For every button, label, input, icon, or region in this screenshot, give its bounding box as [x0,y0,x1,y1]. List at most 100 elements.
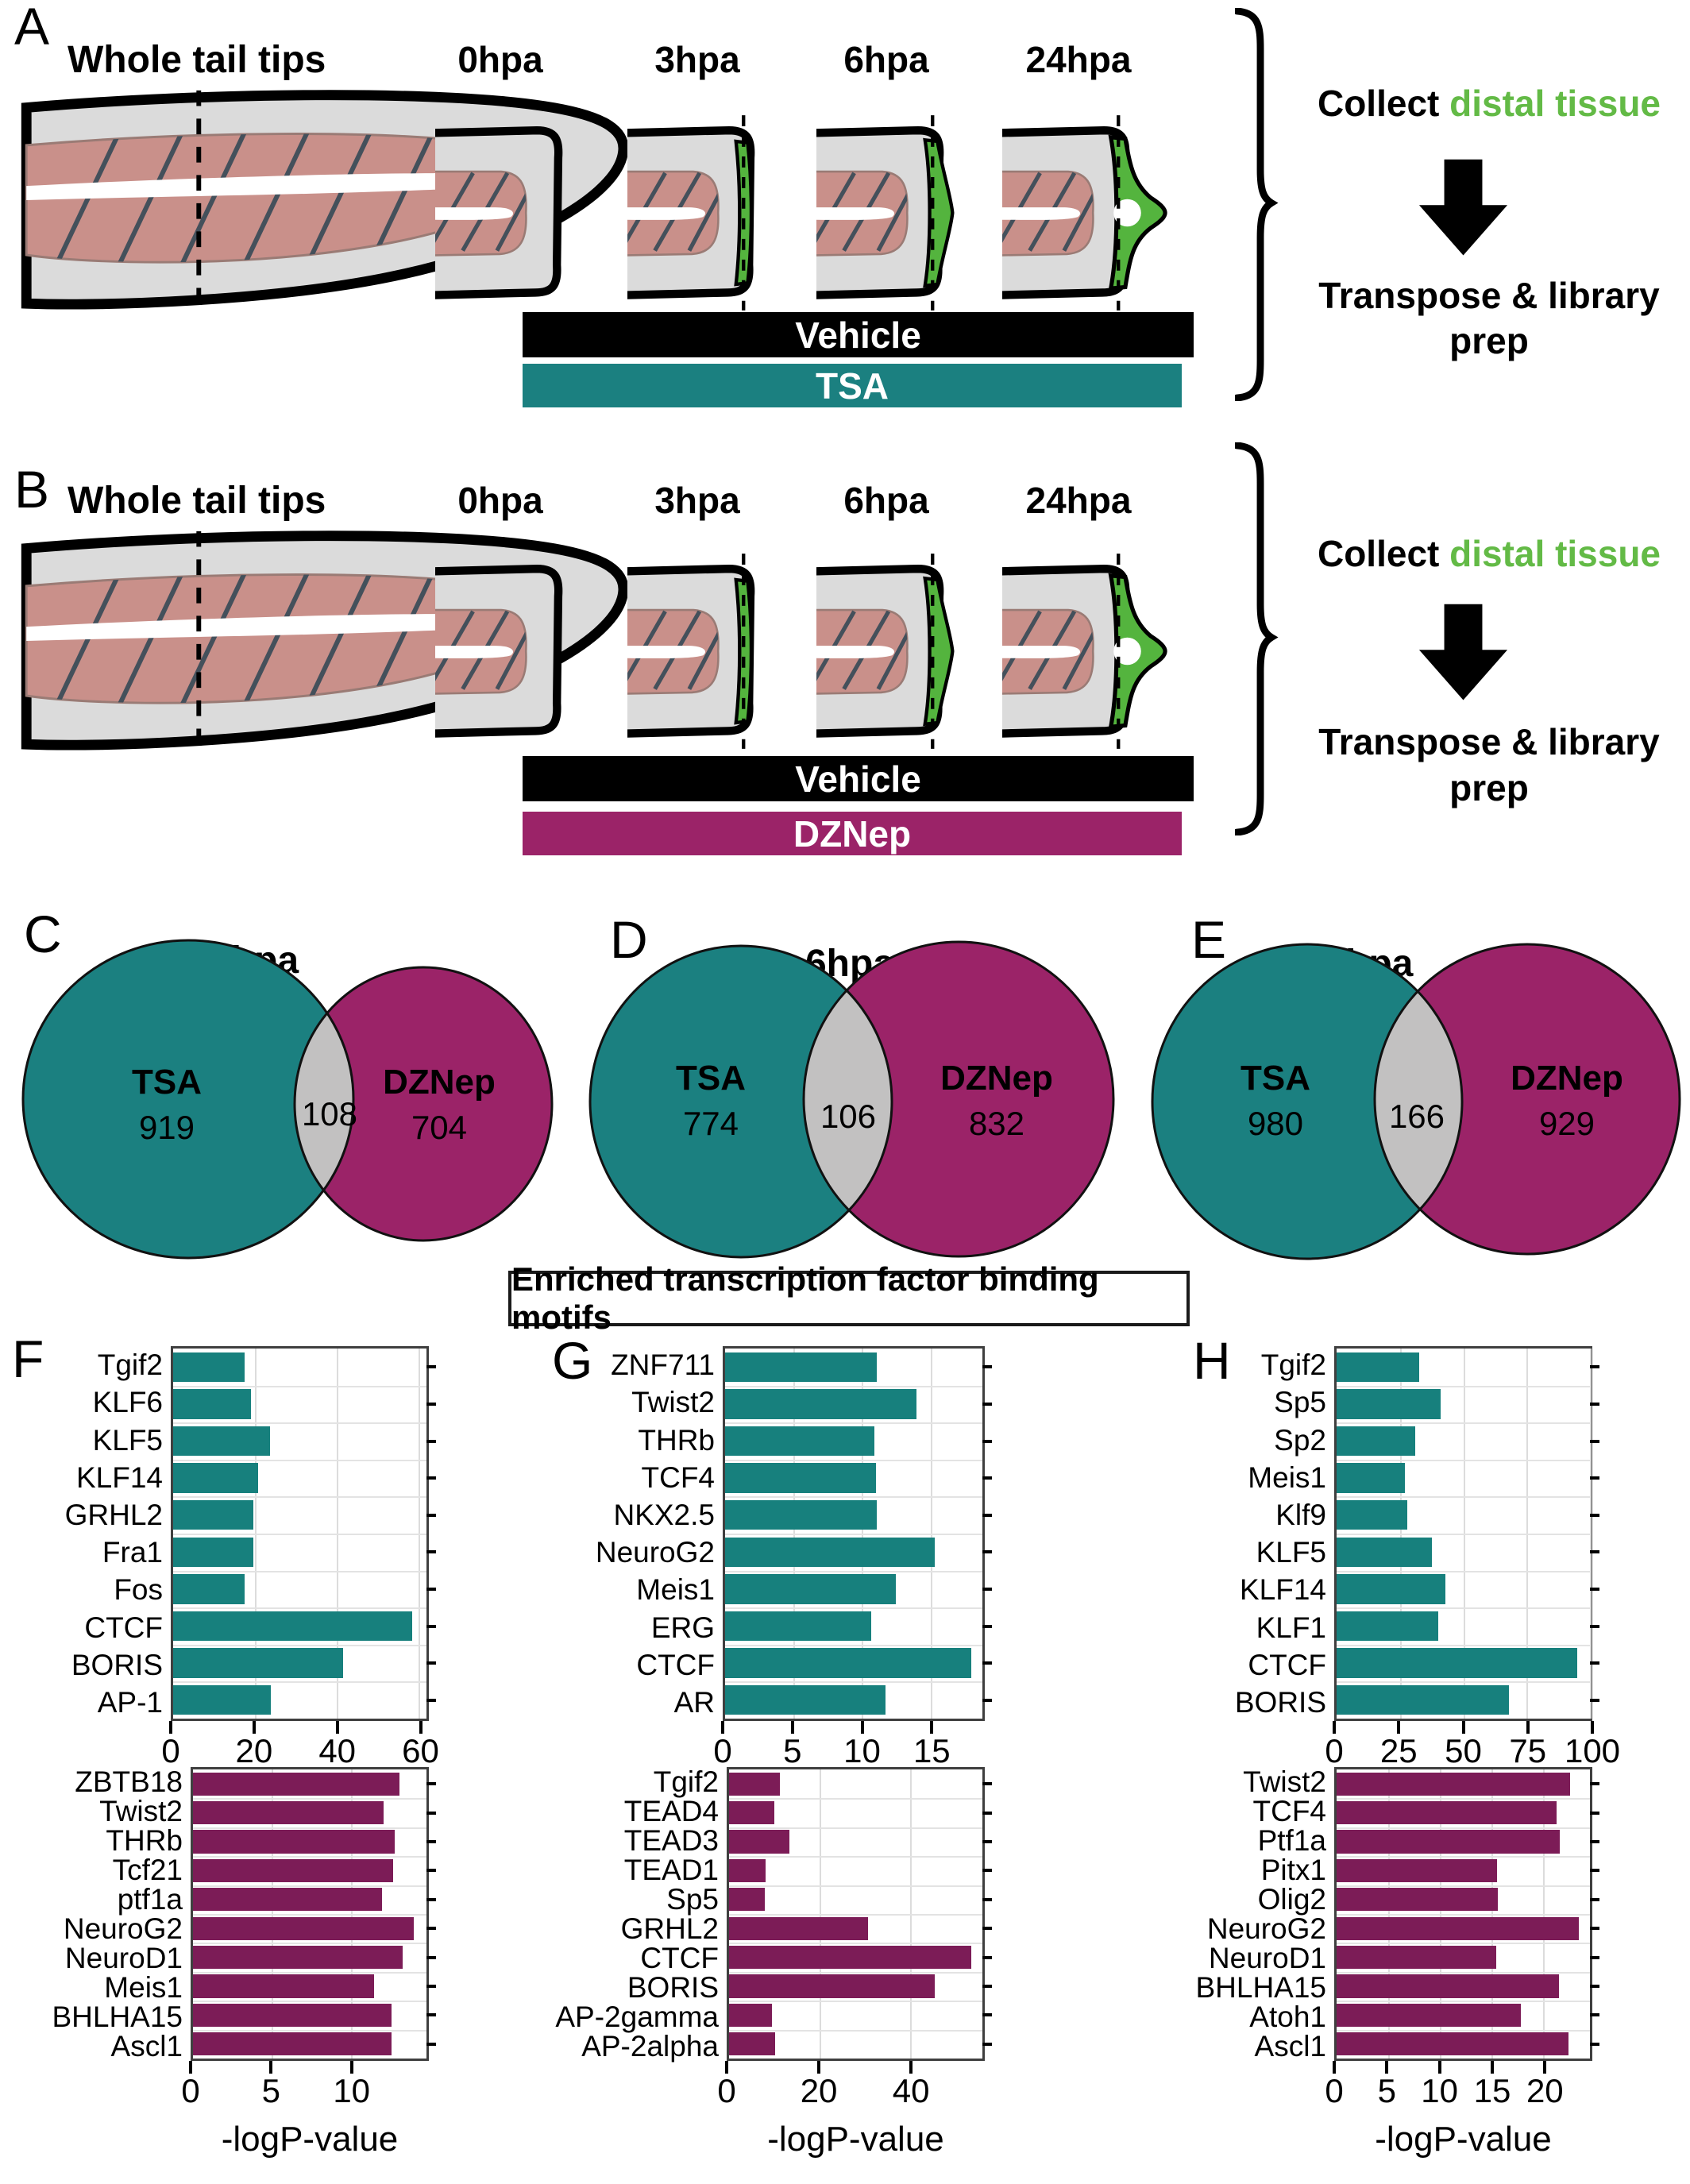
x-axis-title: -logP-value [767,2120,944,2159]
category-label-Meis1: Meis1 [1248,1461,1326,1494]
motif-box-label: Enriched transcription factor binding mo… [511,1260,1099,1336]
right-tick [426,1624,436,1628]
right-tick [1590,1897,1599,1901]
category-label-AP-2gamma: AP-2gamma [555,2001,719,2033]
gridline [173,1534,426,1535]
bar-BHLHA15 [1337,1974,1559,1998]
venn-left-value: 774 [683,1105,739,1142]
gridline [1337,1385,1590,1387]
panel-f-letter: F [12,1329,44,1388]
timepoint-label-3hpa: 3hpa [654,39,740,80]
category-label-Fos: Fos [114,1573,163,1607]
right-tick [426,1587,436,1591]
bar-NeuroD1 [193,1946,403,1970]
x-axis-title: -logP-value [221,2120,399,2159]
x-axis: 0 5 10 15 20 [1325,2061,1592,2109]
right-tick [1590,2013,1599,2017]
bar-Sp5 [1337,1389,1441,1419]
gridline [729,1856,982,1858]
gridline [193,1798,426,1800]
tail-stub-0hpa [435,110,614,316]
gridline [729,1971,982,1974]
right-tick [982,1927,992,1931]
tick-mark [335,1721,339,1734]
category-label-Ascl1: Ascl1 [110,2030,183,2062]
bar-Ascl1 [193,2032,392,2056]
tick-label: 0 [181,2072,200,2109]
tick-label: 15 [913,1732,951,1769]
category-label-NeuroG2: NeuroG2 [63,1912,183,1945]
tick-mark [1385,2061,1389,2074]
category-label-KLF1: KLF1 [1256,1611,1326,1644]
tick-mark [1461,1721,1465,1734]
category-labels: Tgif2 TEAD4 TEAD3 TEAD1 Sp5 GRHL2 CTCF BORIS AP-… [524,1767,727,2061]
bar-GRHL2 [173,1500,253,1530]
chart-f-bottom-dznep-3hpa: ZBTB18 Twist2 THRb Tcf21 ptf1a NeuroG2 NeuroD1… [20,1767,436,2159]
right-tick [426,1476,436,1480]
bar-ZBTB18 [193,1772,400,1796]
venn-right-name: DZNep [940,1059,1053,1098]
timepoint-label-6hpa: 6hpa [843,39,929,80]
category-label-ptf1a: ptf1a [117,1883,183,1916]
right-tick [1590,1811,1599,1815]
right-tick [982,1955,992,1959]
right-tick [1590,1624,1599,1628]
category-label-KLF6: KLF6 [92,1386,163,1419]
venn-right-ellipse [295,967,552,1241]
timepoint-label-24hpa: 24hpa [1025,480,1132,521]
gridline [1337,1570,1590,1572]
gridline [193,2001,426,2003]
category-label-TEAD1: TEAD1 [623,1854,719,1886]
panel-a: A Whole tail tips 0hpa 3hpa 6hpa 24hpa V… [0,0,1690,425]
timepoint-label-0hpa: 0hpa [457,39,543,80]
panel-g-letter: G [552,1331,593,1390]
right-tick [426,1811,436,1815]
right-tick [1590,1402,1599,1406]
tick-label: 5 [1377,2072,1396,2109]
venn-right-value: 704 [411,1109,467,1146]
panel-a-whole-tail-label: Whole tail tips [68,39,326,81]
category-label-AR: AR [673,1685,715,1719]
category-label-GRHL2: GRHL2 [64,1498,163,1531]
right-tick [426,1513,436,1517]
right-tick [982,2013,992,2017]
plot-area [1334,1767,1599,2061]
category-label-Sp2: Sp2 [1274,1423,1326,1457]
tick-mark [1437,2061,1441,2074]
right-tick [426,1550,436,1554]
gridline [1337,1856,1590,1858]
gridline [1337,1971,1590,1974]
gridline [725,1607,982,1610]
tick-mark [1526,1721,1530,1734]
gridline [729,1943,982,1945]
category-labels: ZBTB18 Twist2 THRb Tcf21 ptf1a NeuroG2 NeuroD1… [20,1767,191,2061]
right-tick [426,1661,436,1665]
right-tick [982,2042,992,2046]
right-tick [1590,1587,1599,1591]
bar-BHLHA15 [193,2003,392,2027]
gridline [1337,1798,1590,1800]
gridline [729,1798,982,1800]
category-label-Tcf21: Tcf21 [112,1854,183,1886]
bar-ZNF711 [725,1352,878,1382]
bar-Ptf1a [1337,1830,1561,1854]
chart-h-bottom-dznep-24hpa: Twist2 TCF4 Ptf1a Pitx1 Olig2 NeuroG2 NeuroD1 B… [1152,1767,1599,2159]
gridline [725,1534,982,1535]
tick-label: 5 [783,1732,802,1769]
bar-Pitx1 [1337,1858,1497,1882]
bar-Klf9 [1337,1500,1408,1530]
category-label-GRHL2: GRHL2 [620,1912,719,1945]
tail-stub-3hpa [627,110,806,316]
bar-BORIS [729,1974,936,1998]
transpose-library-text-line1: Transpose & library [1318,275,1660,316]
tick-mark [252,1721,256,1734]
right-tick [426,1698,436,1702]
category-label-Tgif2: Tgif2 [653,1765,719,1798]
gridline [725,1570,982,1572]
tick-label: 10 [843,1732,881,1769]
tick-label: 10 [333,2072,371,2109]
bar-Ascl1 [1337,2032,1568,2056]
category-label-NeuroD1: NeuroD1 [64,1942,183,1974]
category-label-KLF14: KLF14 [75,1461,163,1494]
tick-mark [860,1721,864,1734]
